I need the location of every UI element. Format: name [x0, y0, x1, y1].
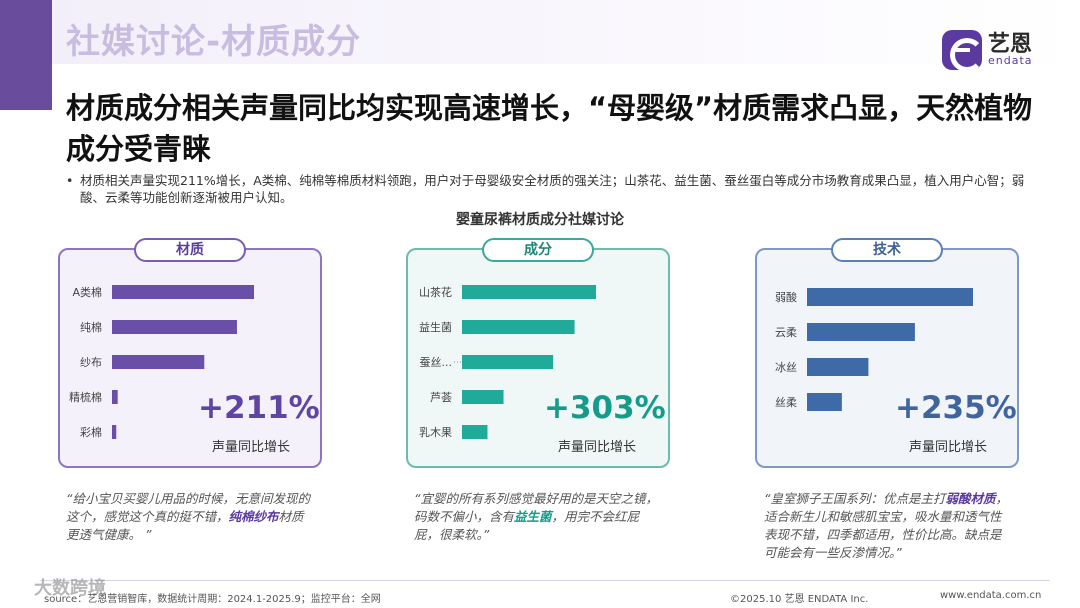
bar-label: 纯棉: [80, 320, 102, 334]
bar: [462, 390, 504, 404]
bar: [462, 285, 596, 299]
bar: [112, 355, 205, 369]
quote-highlight: 益生菌: [514, 509, 552, 524]
bar: [462, 355, 554, 369]
endata-logo: 艺恩 endata: [942, 26, 1054, 72]
bar-label: 彩棉: [80, 425, 102, 439]
chart-title: 婴童尿裤材质成分社媒讨论: [456, 212, 624, 228]
logo-cn-text: 艺恩: [988, 32, 1033, 57]
summary-bullet: 材质相关声量实现211%增长，A类棉、纯棉等棉质材料领跑，用户对于母婴级安全材质…: [62, 172, 1042, 206]
ingredient-growth-value: +303%: [544, 390, 666, 426]
logo-e-icon: [942, 30, 984, 72]
technology-panel: [755, 248, 1019, 468]
technology-growth-value: +235%: [895, 390, 1017, 426]
logo-en-text: endata: [988, 54, 1033, 67]
quote-highlight: 弱酸材质: [945, 491, 996, 506]
page-headline: 材质成分相关声量同比均实现高速增长，“母婴级”材质需求凸显，天然植物成分受青睐: [66, 91, 1033, 166]
bar-label: 乳木果: [419, 426, 452, 439]
bar-label: 冰丝: [775, 361, 797, 374]
material-growth-label: 声量同比增长: [212, 440, 291, 455]
accent-bar: [0, 0, 52, 110]
footer-source: source：艺恩营销智库，数据统计周期：2024.1-2025.9；监控平台：…: [44, 594, 381, 605]
bar-label: A类棉: [72, 285, 102, 299]
footer-divider: [40, 580, 1050, 581]
quote-text: “给小宝贝买婴儿用品的时候，无意间发现的这个，感觉这个真的挺不错，: [66, 491, 310, 524]
bar-label: 芦荟: [430, 390, 452, 404]
bar-label: 弱酸: [775, 290, 797, 304]
bar: [807, 393, 842, 411]
bar: [462, 320, 575, 334]
bar: [462, 425, 488, 439]
header-band: [52, 0, 1080, 64]
bar-label: 益生菌: [419, 320, 452, 334]
tab-material: 材质: [134, 238, 246, 262]
tab-ingredient: 成分: [482, 238, 594, 262]
quote-highlight: 纯棉纱布: [228, 509, 279, 524]
material-growth-value: +211%: [198, 390, 320, 426]
bar-label: 精梳棉: [69, 390, 102, 404]
bar: [112, 320, 237, 334]
bar-label: 山茶花: [419, 286, 452, 299]
bar: [807, 288, 973, 306]
bar: [807, 358, 869, 376]
user-quote-ingredient: “宜婴的所有系列感觉最好用的是天空之镜，码数不偏小，含有益生菌，用完不会红屁屁，…: [414, 490, 658, 544]
bar-label: 云柔: [775, 326, 797, 339]
bar: [112, 425, 117, 439]
footer-copyright: ©2025.10 艺恩 ENDATA Inc.: [730, 594, 869, 605]
quote-text: ，用完不会红屁屁，很柔软。”: [414, 509, 640, 542]
ingredient-growth-label: 声量同比增长: [558, 440, 637, 455]
user-quote-technology: “皇室狮子王国系列：优点是主打弱酸材质，适合新生儿和敏感肌宝宝，吸水量和透气性表…: [764, 490, 1008, 562]
tab-technology: 技术: [831, 238, 943, 262]
material-panel: [58, 248, 322, 468]
watermark: 大数跨境: [34, 578, 106, 599]
technology-growth-label: 声量同比增长: [909, 440, 988, 455]
quote-text: ，适合新生儿和敏感肌宝宝，吸水量和透气性表现不错，四季都适用，性价比高。缺点是可…: [764, 491, 1009, 560]
quote-text: “宜婴的所有系列感觉最好用的是天空之镜，码数不偏小，含有: [414, 491, 658, 524]
quote-text: 材质更透气健康。 ”: [66, 509, 304, 542]
quote-text: “皇室狮子王国系列：优点是主打: [764, 491, 946, 506]
bar-label: 纱布: [80, 356, 102, 369]
bar: [112, 285, 254, 299]
bar: [112, 390, 118, 404]
footer-url: www.endata.com.cn: [940, 590, 1042, 601]
bar-label: 蚕丝...: [420, 356, 453, 369]
bar: [807, 323, 915, 341]
user-quote-material: “给小宝贝买婴儿用品的时候，无意间发现的这个，感觉这个真的挺不错，纯棉纱布材质更…: [66, 490, 310, 544]
bar-label: 丝柔: [775, 396, 797, 409]
section-title: 社媒讨论-材质成分: [66, 22, 362, 62]
